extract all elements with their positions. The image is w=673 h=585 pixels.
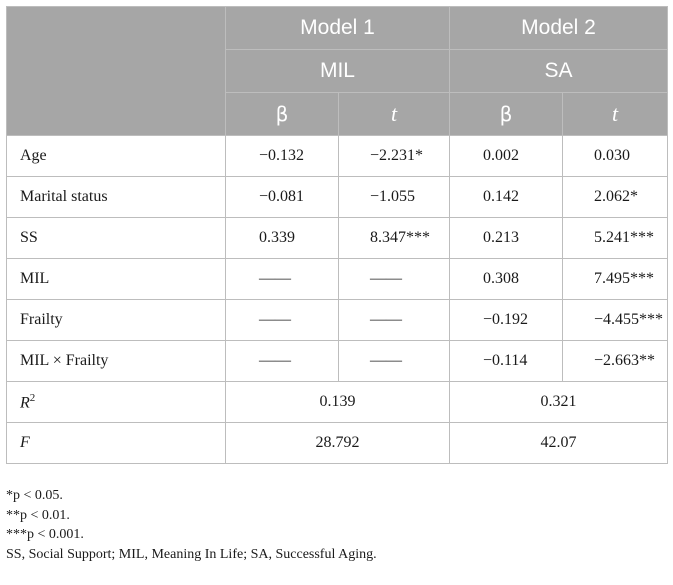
table-row: MIL × Frailty —— —— −0.114 −2.663** <box>6 340 668 382</box>
model-1-beta-header: β <box>225 92 339 136</box>
model-2-t-cell: −4.455*** <box>562 299 668 341</box>
table-row: SS 0.339 8.347*** 0.213 5.241*** <box>6 217 668 259</box>
model-2-t-cell: 5.241*** <box>562 217 668 259</box>
row-label: Age <box>6 135 226 177</box>
model-1-header: Model 1 <box>225 6 450 50</box>
model-1-f-value: 28.792 <box>225 422 450 464</box>
model-1-t-cell: —— <box>338 299 450 341</box>
model-2-beta-cell: 0.213 <box>449 217 563 259</box>
model-1-t-cell: 8.347*** <box>338 217 450 259</box>
row-label: SS <box>6 217 226 259</box>
header-corner-cell <box>6 6 226 136</box>
row-label: MIL <box>6 258 226 300</box>
model-2-r-squared: 0.321 <box>449 381 668 423</box>
f-statistic-row: F 28.792 42.07 <box>6 422 668 464</box>
model-2-t-cell: 2.062* <box>562 176 668 218</box>
footnote-p001: ***p < 0.001. <box>6 527 84 542</box>
model-2-beta-cell: 0.002 <box>449 135 563 177</box>
model-1-beta-cell: —— <box>225 258 339 300</box>
model-2-t-cell: −2.663** <box>562 340 668 382</box>
model-1-t-cell: −1.055 <box>338 176 450 218</box>
model-2-t-cell: 0.030 <box>562 135 668 177</box>
row-label: Marital status <box>6 176 226 218</box>
model-1-beta-cell: −0.132 <box>225 135 339 177</box>
model-1-t-cell: —— <box>338 258 450 300</box>
model-1-outcome-header: MIL <box>225 49 450 93</box>
model-2-outcome-header: SA <box>449 49 668 93</box>
table-row: Marital status −0.081 −1.055 0.142 2.062… <box>6 176 668 218</box>
table-row: MIL —— —— 0.308 7.495*** <box>6 258 668 300</box>
r-squared-superscript: 2 <box>29 391 36 404</box>
r-squared-label: R2 <box>6 381 226 423</box>
model-1-t-cell: −2.231* <box>338 135 450 177</box>
model-2-beta-cell: 0.142 <box>449 176 563 218</box>
table-row: Frailty —— —— −0.192 −4.455*** <box>6 299 668 341</box>
footnote-p05: *p < 0.05. <box>6 488 63 503</box>
model-2-t-label: t <box>611 101 619 126</box>
row-label: MIL × Frailty <box>6 340 226 382</box>
model-1-t-header: t <box>338 92 450 136</box>
model-1-beta-cell: −0.081 <box>225 176 339 218</box>
model-2-beta-header: β <box>449 92 563 136</box>
r-squared-symbol: R <box>20 394 30 412</box>
r-squared-row: R2 0.139 0.321 <box>6 381 668 423</box>
model-2-t-cell: 7.495*** <box>562 258 668 300</box>
model-1-t-cell: —— <box>338 340 450 382</box>
row-label: Frailty <box>6 299 226 341</box>
model-2-f-value: 42.07 <box>449 422 668 464</box>
model-1-beta-cell: 0.339 <box>225 217 339 259</box>
table-row: Age −0.132 −2.231* 0.002 0.030 <box>6 135 668 177</box>
model-1-r-squared: 0.139 <box>225 381 450 423</box>
model-2-header: Model 2 <box>449 6 668 50</box>
model-2-beta-cell: −0.192 <box>449 299 563 341</box>
regression-table: Model 1 Model 2 MIL SA β t β t Age −0.13… <box>6 6 668 464</box>
table-footnotes: *p < 0.05. **p < 0.01. ***p < 0.001. SS,… <box>6 486 377 564</box>
footnote-p01: **p < 0.01. <box>6 507 70 523</box>
model-1-t-label: t <box>390 101 398 126</box>
f-label: F <box>6 422 226 464</box>
model-1-beta-cell: —— <box>225 340 339 382</box>
footnote-abbreviations: SS, Social Support; MIL, Meaning In Life… <box>6 546 377 562</box>
model-2-t-header: t <box>562 92 668 136</box>
model-1-beta-cell: —— <box>225 299 339 341</box>
f-symbol: F <box>20 434 30 451</box>
model-2-beta-cell: −0.114 <box>449 340 563 382</box>
model-2-beta-cell: 0.308 <box>449 258 563 300</box>
